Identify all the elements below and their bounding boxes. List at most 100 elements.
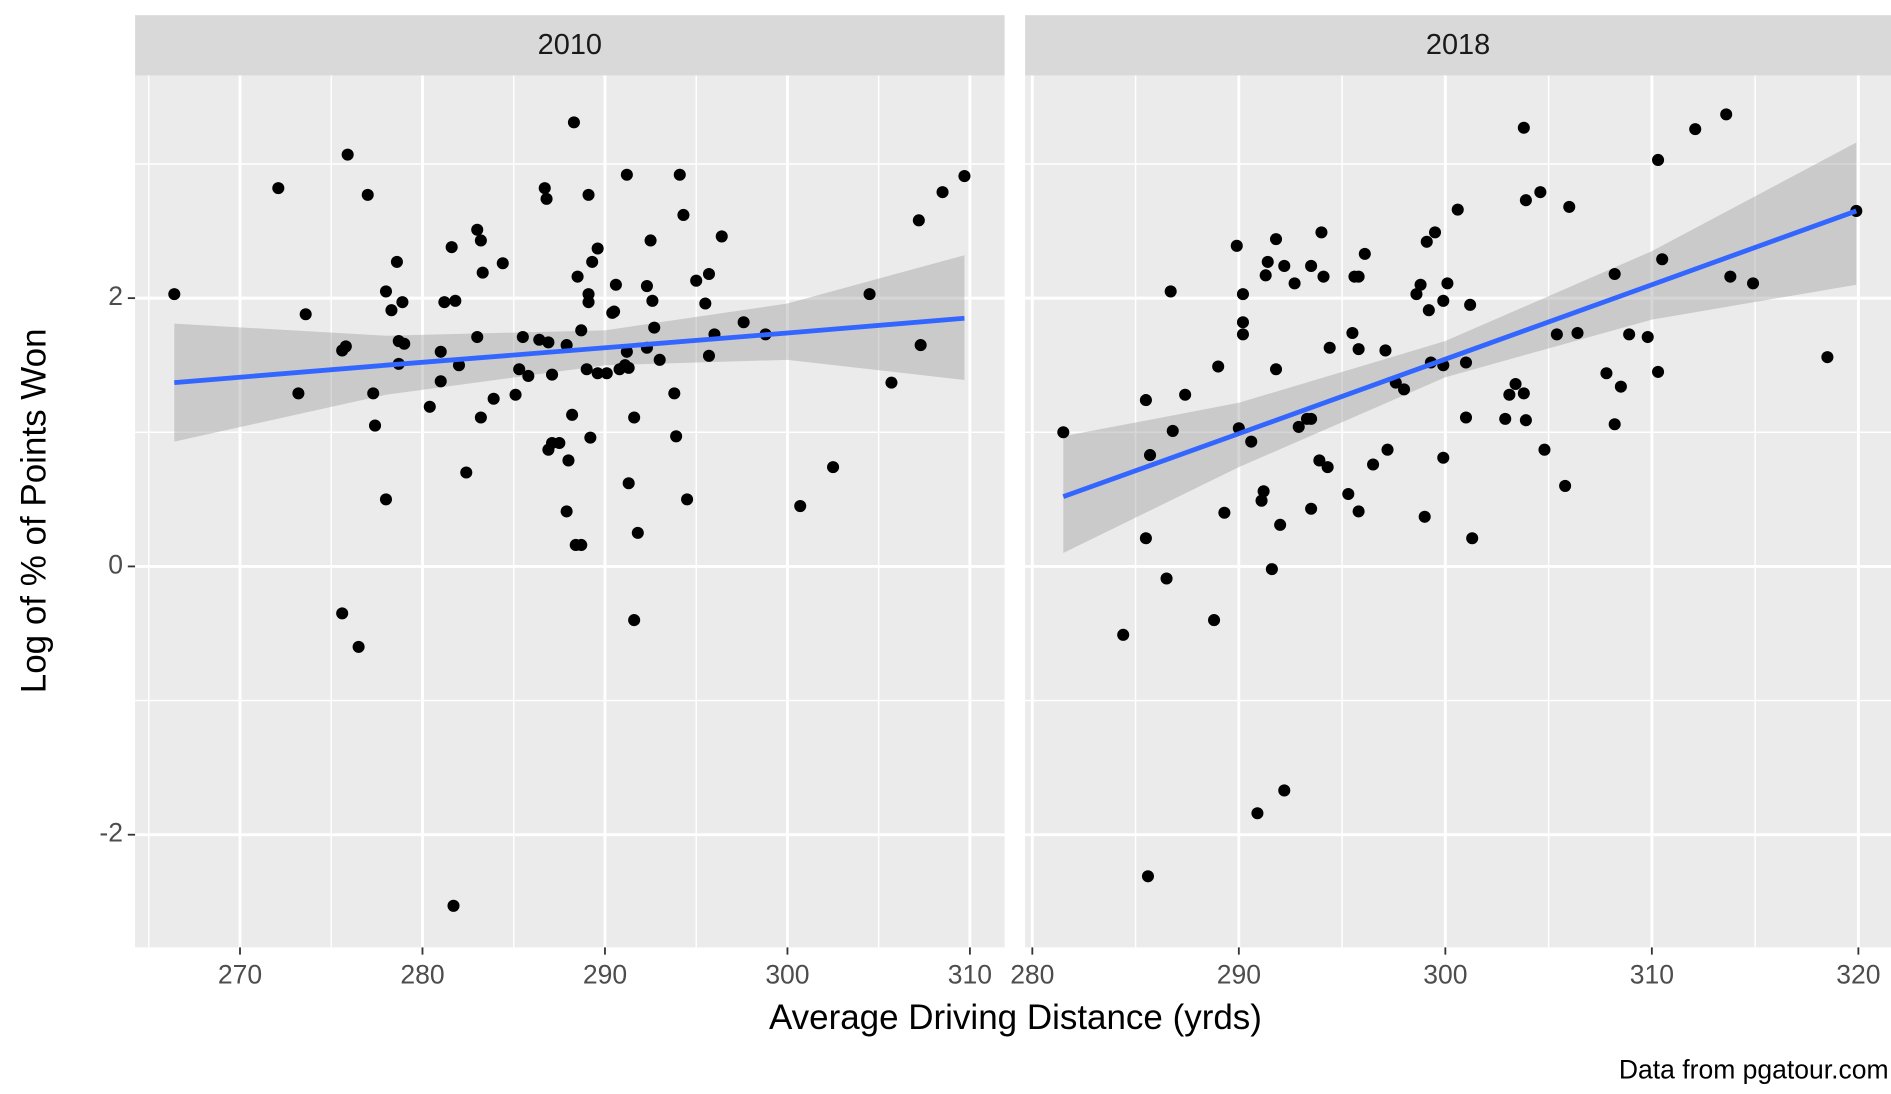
point [474,411,487,424]
point [1255,494,1268,507]
point [447,899,460,912]
confidence-band [1063,142,1857,554]
point [648,321,661,334]
point [474,234,487,247]
point [600,367,613,380]
point [1379,344,1392,357]
point [1315,226,1328,239]
point [1305,412,1318,425]
point [622,477,635,490]
x-tick-label: 320 [1836,959,1880,989]
point [1313,454,1326,467]
point [1652,365,1665,378]
point [516,331,529,344]
point [1418,510,1431,523]
x-tick-label: 290 [1217,959,1261,989]
x-tick-label: 270 [218,959,262,989]
point [1720,108,1733,121]
point [560,339,573,352]
point [622,361,635,374]
x-tick-label: 280 [1010,959,1054,989]
y-tick-label: 2 [108,281,123,311]
point [445,241,458,254]
point [438,296,451,309]
point [1414,278,1427,291]
point [1437,451,1450,464]
x-tick-label: 310 [948,959,992,989]
point [487,392,500,405]
point [591,367,604,380]
point [1367,458,1380,471]
point [1499,412,1512,425]
point [609,278,622,291]
point [914,339,927,352]
point [690,274,703,287]
point [1652,153,1665,166]
point [1352,505,1365,518]
point [562,454,575,467]
point [567,116,580,129]
point [1608,267,1621,281]
x-tick-label: 300 [1423,959,1467,989]
point [1160,572,1173,585]
point [299,308,312,321]
point [1509,377,1522,391]
point [496,257,509,270]
point [827,461,840,474]
point [1305,259,1318,272]
point [668,387,681,400]
panel-background [1025,75,1891,948]
y-tick-label: -2 [99,818,123,848]
point [546,368,559,381]
point [1437,294,1450,307]
point [586,255,599,268]
point [1821,351,1834,364]
point [1503,388,1516,401]
point [1261,255,1274,268]
point [1614,380,1627,393]
point [584,431,597,444]
point [628,411,641,424]
point [1422,304,1435,317]
point [1747,277,1760,290]
point [1358,247,1371,260]
point [1342,487,1355,501]
point [1428,226,1442,239]
point [1305,502,1318,515]
point [677,208,690,221]
point [369,419,382,432]
point [794,500,807,513]
point [379,285,393,298]
point [737,316,750,329]
point [385,304,398,317]
point [390,255,403,268]
point [620,345,633,358]
point [1689,123,1702,136]
point [1623,328,1636,341]
point [670,430,683,443]
point [1288,277,1301,290]
point [1459,411,1473,424]
y-tick-label: 0 [108,549,123,579]
point [1236,316,1249,329]
x-tick-label: 280 [400,959,444,989]
point [653,353,666,366]
point [1346,326,1359,340]
point [1538,443,1551,456]
point [1563,200,1576,213]
point [1519,194,1532,207]
point [398,337,411,350]
point [1057,426,1070,439]
point [1519,414,1532,427]
point [471,223,484,236]
point [628,614,641,627]
point [1724,270,1737,283]
point [1257,485,1270,498]
point [1381,443,1394,456]
point [1559,479,1572,492]
point [1144,449,1157,462]
point [352,640,365,653]
point [582,288,595,301]
